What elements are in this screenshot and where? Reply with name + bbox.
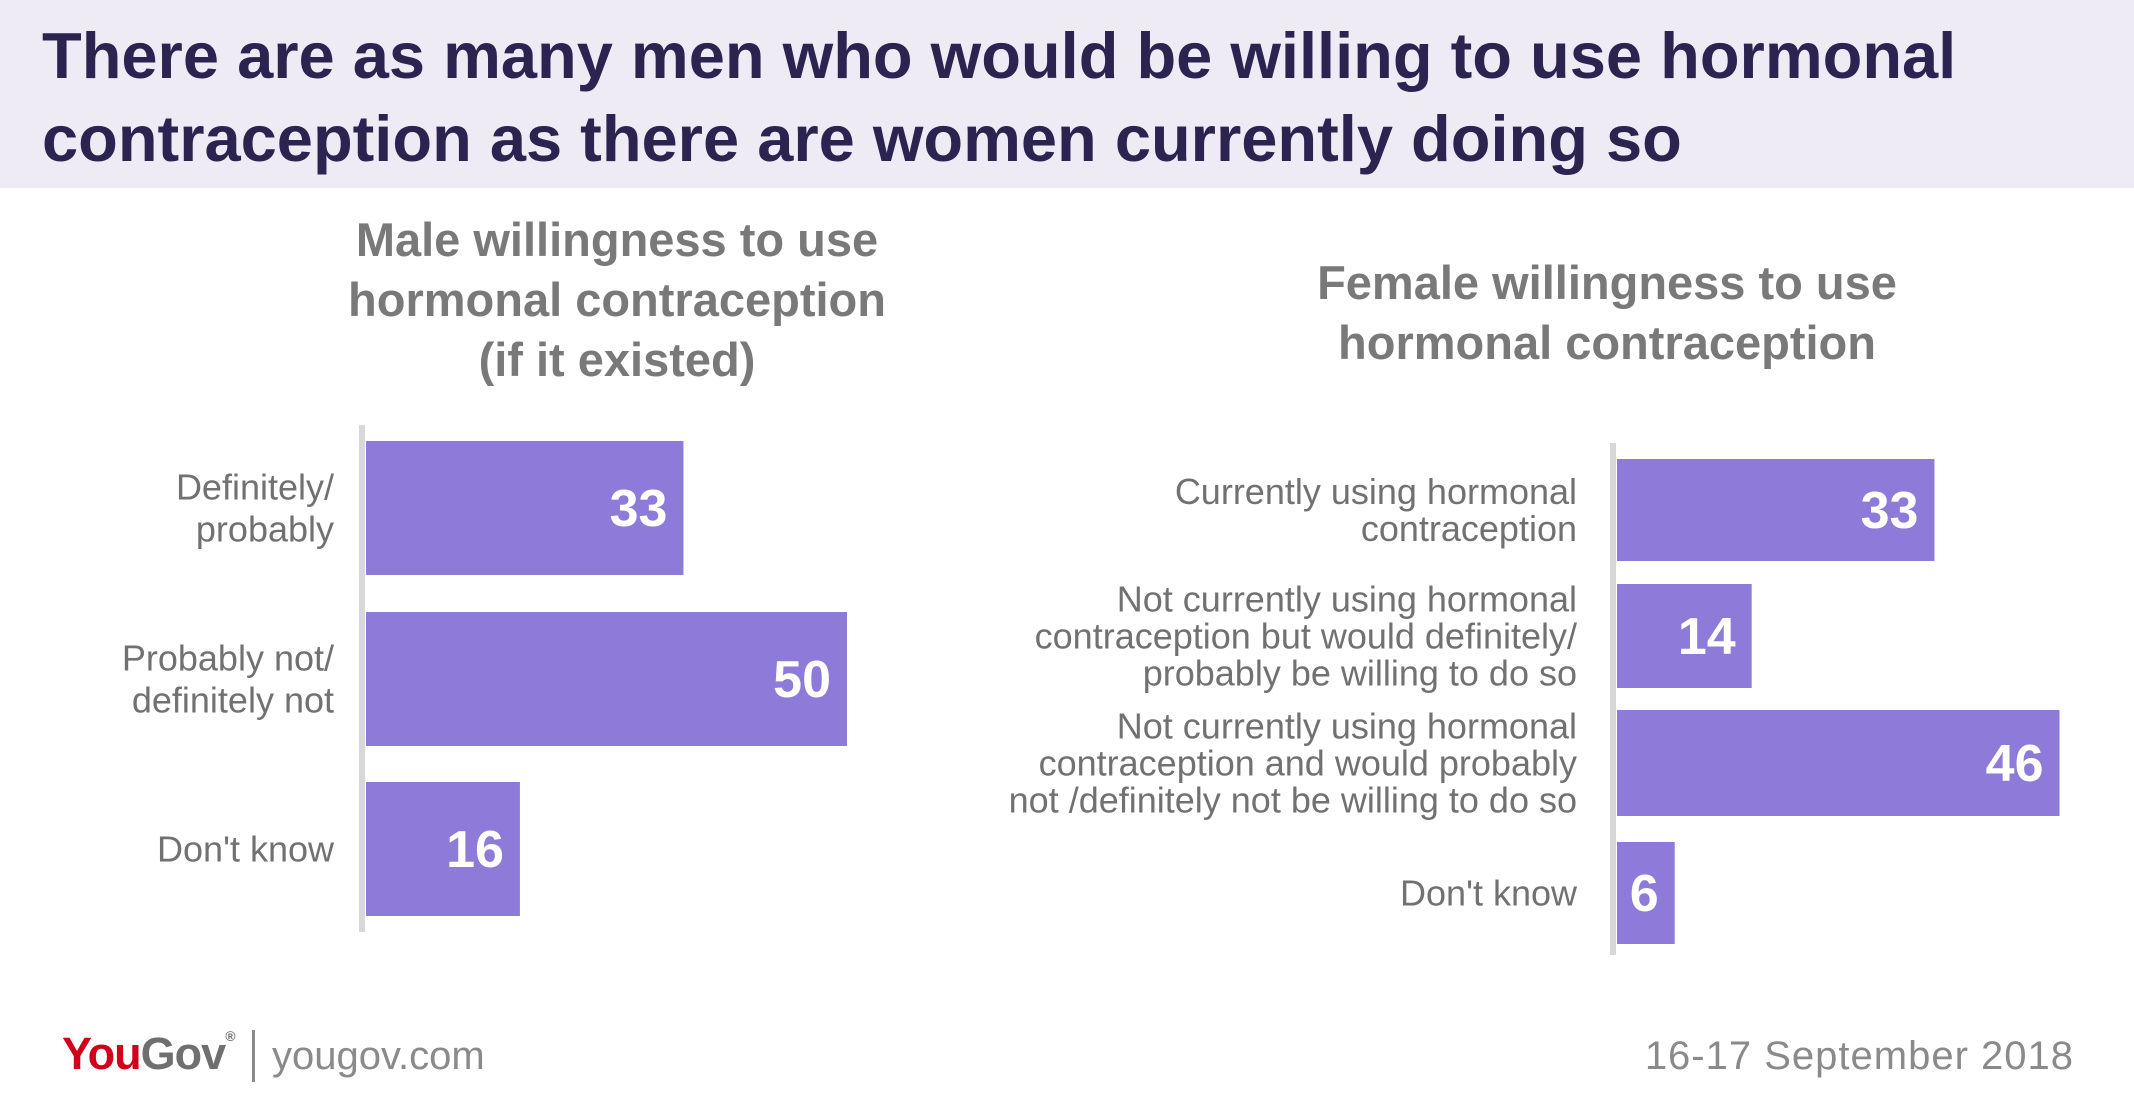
header-band — [0, 0, 2134, 188]
registered-mark: ® — [225, 1028, 235, 1044]
yougov-logo-text: YouGov — [62, 1028, 226, 1079]
male-bar — [366, 612, 847, 746]
male-category-label: Definitely/ — [176, 467, 334, 508]
female-bar — [1617, 459, 1935, 561]
female-category-label: probably be willing to do so — [1143, 653, 1577, 694]
female-category-label: Not currently using hormonal — [1117, 706, 1577, 747]
female-category-label: Don't know — [1400, 873, 1578, 914]
male-chart-title-line: (if it existed) — [478, 333, 756, 386]
male-category-label: Don't know — [157, 829, 335, 870]
male-category-label: definitely not — [132, 680, 334, 721]
male-chart-title-line: hormonal contraception — [348, 273, 886, 326]
male-bar-value-label: 33 — [610, 480, 668, 538]
female-bar-value-label: 33 — [1861, 482, 1919, 540]
yougov-logo: YouGov® — [62, 1028, 236, 1080]
male-bar — [366, 441, 684, 575]
female-category-label: contraception and would probably — [1039, 743, 1577, 784]
footer-divider — [252, 1030, 255, 1082]
footer-url: yougov.com — [272, 1034, 485, 1078]
male-category-label: probably — [196, 509, 334, 550]
male-category-label: Probably not/ — [122, 638, 334, 679]
female-chart-title-line: Female willingness to use — [1317, 256, 1897, 309]
female-bar-value-label: 46 — [1986, 735, 2044, 793]
survey-date: 16-17 September 2018 — [1644, 1034, 2074, 1078]
female-bar — [1617, 584, 1752, 688]
male-bar — [366, 782, 520, 916]
female-chart-title: Female willingness to use hormonal contr… — [1232, 253, 1982, 373]
headline: There are as many men who would be willi… — [42, 19, 1957, 175]
male-bar-value-label: 16 — [446, 821, 504, 879]
female-bar — [1617, 710, 2060, 816]
female-bar-value-label: 6 — [1630, 865, 1659, 923]
female-chart-title-line: hormonal contraception — [1338, 316, 1876, 369]
female-bar-value-label: 14 — [1678, 608, 1736, 666]
male-chart-title-line: Male willingness to use — [355, 213, 879, 266]
female-category-label: not /definitely not be willing to do so — [1009, 780, 1577, 821]
female-category-label: Not currently using hormonal — [1117, 579, 1577, 620]
female-category-label: contraception — [1361, 508, 1577, 549]
female-bar — [1617, 842, 1675, 944]
female-category-label: Currently using hormonal — [1175, 471, 1577, 512]
female-category-label: contraception but would definitely/ — [1035, 616, 1577, 657]
male-bar-value-label: 50 — [773, 651, 831, 709]
male-chart-title: Male willingness to use hormonal contrac… — [292, 210, 942, 390]
